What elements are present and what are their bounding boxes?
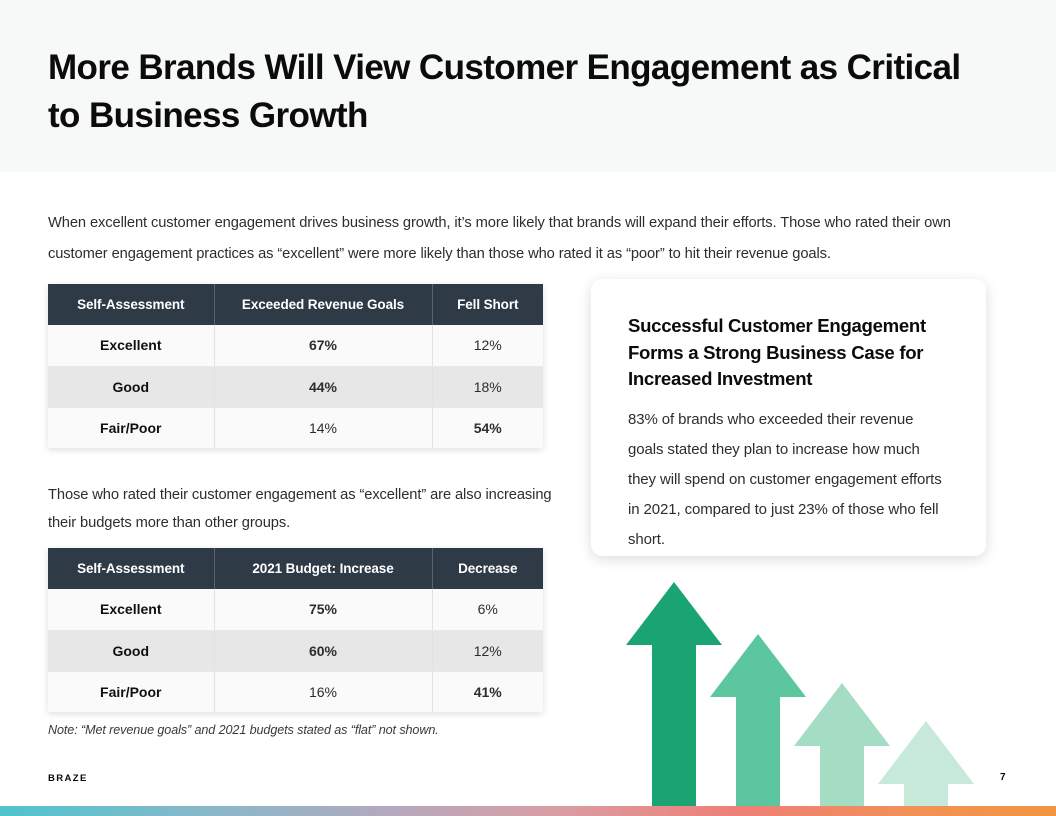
arrow-up-icon-1 bbox=[626, 582, 722, 806]
row-label: Excellent bbox=[48, 325, 215, 367]
column-header-exceeded-revenue-goals: Exceeded Revenue Goals bbox=[214, 284, 433, 325]
column-header-self-assessment: Self-Assessment bbox=[48, 284, 215, 325]
row-label: Good bbox=[48, 630, 215, 672]
cell-fell-short: 12% bbox=[432, 325, 543, 367]
table-row: Good 44% 18% bbox=[48, 366, 543, 408]
table-row: Excellent 75% 6% bbox=[48, 589, 543, 631]
callout-heading: Successful Customer Engagement Forms a S… bbox=[628, 315, 926, 389]
cell-budget-increase: 75% bbox=[214, 589, 433, 631]
table-row: Fair/Poor 16% 41% bbox=[48, 671, 543, 712]
arrow-up-icon-2 bbox=[710, 634, 806, 806]
row-label: Good bbox=[48, 366, 215, 408]
cell-budget-increase: 16% bbox=[214, 671, 433, 712]
header-band bbox=[0, 0, 1056, 172]
intro-paragraph: When excellent customer engagement drive… bbox=[48, 215, 951, 262]
row-label: Fair/Poor bbox=[48, 407, 215, 448]
cell-exceeded-revenue-goals: 44% bbox=[214, 366, 433, 408]
cell-decrease: 12% bbox=[432, 630, 543, 672]
braze-logo: BRAZE bbox=[48, 773, 88, 784]
cell-exceeded-revenue-goals: 67% bbox=[214, 325, 433, 367]
revenue-goals-table: Self-Assessment Exceeded Revenue Goals F… bbox=[48, 284, 543, 448]
row-label: Fair/Poor bbox=[48, 671, 215, 712]
cell-fell-short: 54% bbox=[473, 419, 502, 436]
bottom-gradient-bar bbox=[0, 806, 1056, 816]
column-header-self-assessment: Self-Assessment bbox=[48, 548, 215, 589]
table-row: Fair/Poor 14% 54% bbox=[48, 407, 543, 448]
cell-exceeded-revenue-goals: 14% bbox=[214, 407, 433, 448]
budget-table: Self-Assessment 2021 Budget: Increase De… bbox=[48, 548, 543, 712]
table-row: Excellent 67% 12% bbox=[48, 325, 543, 367]
arrow-up-icon-3 bbox=[794, 683, 890, 806]
column-header-decrease: Decrease bbox=[432, 548, 543, 589]
table-header-row: Self-Assessment 2021 Budget: Increase De… bbox=[48, 548, 543, 589]
page-number: 7 bbox=[1000, 772, 1006, 783]
cell-decrease: 6% bbox=[432, 589, 543, 631]
mid-paragraph: Those who rated their customer engagemen… bbox=[48, 487, 552, 531]
table-header-row: Self-Assessment Exceeded Revenue Goals F… bbox=[48, 284, 543, 325]
column-header-budget-increase: 2021 Budget: Increase bbox=[214, 548, 433, 589]
cell-budget-increase: 60% bbox=[214, 630, 433, 672]
ascending-arrows-graphic bbox=[600, 570, 1020, 806]
cell-decrease: 41% bbox=[473, 683, 502, 700]
callout-body: 83% of brands who exceeded their revenue… bbox=[628, 410, 942, 548]
column-header-fell-short: Fell Short bbox=[432, 284, 543, 325]
arrow-up-icon-4 bbox=[878, 721, 974, 806]
table-row: Good 60% 12% bbox=[48, 630, 543, 672]
callout-card: Successful Customer Engagement Forms a S… bbox=[591, 279, 986, 556]
row-label: Excellent bbox=[48, 589, 215, 631]
cell-fell-short: 18% bbox=[432, 366, 543, 408]
footnote: Note: “Met revenue goals” and 2021 budge… bbox=[48, 723, 439, 737]
page-title: More Brands Will View Customer Engagemen… bbox=[48, 48, 961, 135]
